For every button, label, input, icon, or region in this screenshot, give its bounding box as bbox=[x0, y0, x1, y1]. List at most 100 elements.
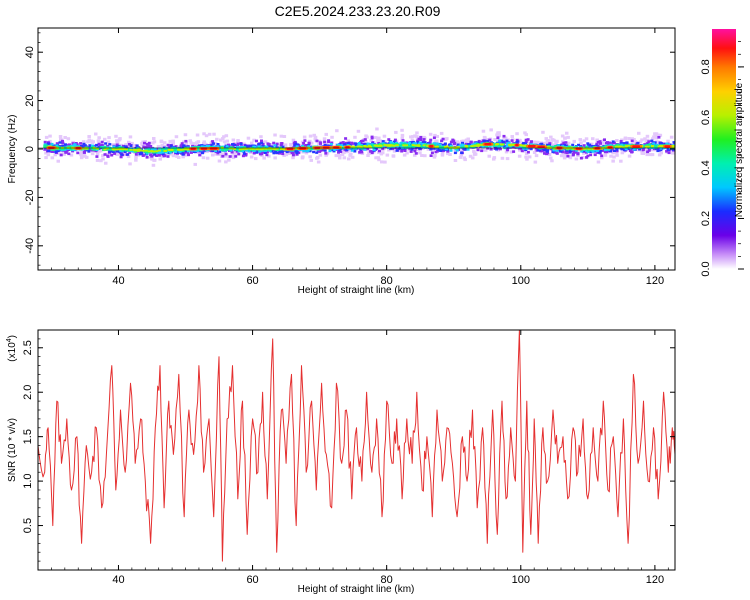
spectrogram-cell bbox=[111, 148, 115, 151]
spectrogram-cell bbox=[152, 150, 156, 153]
spectrogram-cell bbox=[546, 149, 550, 152]
spectrogram-cell bbox=[261, 151, 265, 154]
spectrogram-cell bbox=[155, 154, 159, 157]
spectrogram-cell bbox=[236, 146, 240, 149]
spectrogram-cell bbox=[510, 135, 514, 138]
spectrogram-cell bbox=[95, 158, 100, 162]
spectrogram-cell bbox=[391, 147, 395, 151]
spectrogram-cell bbox=[378, 139, 383, 143]
spectrogram-cell bbox=[318, 153, 323, 157]
spectrogram-cell bbox=[544, 137, 548, 141]
spectrogram-cell bbox=[450, 146, 454, 149]
spectrogram-cell bbox=[671, 144, 675, 147]
spectrogram-cell bbox=[656, 133, 661, 137]
spectrogram-cell bbox=[79, 142, 83, 145]
spectrogram-cell bbox=[103, 153, 107, 156]
spectrogram-cell bbox=[83, 151, 86, 154]
spectrogram-cell bbox=[509, 143, 513, 146]
spectrogram-cell bbox=[193, 162, 197, 166]
spectrogram-cell bbox=[370, 136, 374, 140]
spectrogram-cell bbox=[248, 147, 251, 150]
spectrogram-cell bbox=[236, 144, 239, 148]
spectrogram-cell bbox=[323, 149, 327, 152]
spectrogram-cell bbox=[377, 158, 381, 162]
spectrogram-cell bbox=[571, 143, 575, 147]
spectrogram-cell bbox=[659, 148, 663, 152]
spectrogram-cell bbox=[665, 142, 669, 145]
spectrogram-cell bbox=[295, 150, 299, 153]
spectrogram-cell bbox=[579, 141, 583, 145]
spectrogram-cell bbox=[104, 161, 108, 165]
snr-y-tick-label: 1.0 bbox=[22, 473, 34, 488]
spectrogram-cell bbox=[595, 142, 599, 146]
spectrogram-cell bbox=[215, 137, 219, 141]
spectrogram-cell bbox=[597, 151, 601, 154]
spectrogram-cell bbox=[278, 150, 282, 153]
snr-y-tick-label: 2.5 bbox=[22, 340, 34, 355]
spectrogram-cell bbox=[463, 158, 467, 162]
spectrogram-cell bbox=[582, 144, 586, 147]
spectrogram-cell bbox=[422, 144, 426, 147]
spectrogram-cell bbox=[46, 153, 51, 157]
colorbar-gradient bbox=[712, 29, 736, 269]
spectrogram-cell bbox=[515, 138, 519, 142]
spectrogram-cell bbox=[549, 135, 553, 139]
spectrogram-cell bbox=[377, 151, 381, 154]
spectrogram-cell bbox=[94, 132, 98, 136]
spectrogram-cell bbox=[385, 153, 390, 157]
spectrogram-cell bbox=[452, 146, 456, 149]
spectrogram-cell bbox=[481, 146, 485, 149]
spectrogram-cell bbox=[262, 156, 266, 160]
spectrogram-cell bbox=[252, 138, 256, 142]
spectrogram-cell bbox=[353, 135, 357, 139]
spectrogram-cell bbox=[157, 154, 161, 157]
spectrogram-cell bbox=[511, 143, 515, 146]
spectrogram-cell bbox=[67, 143, 71, 146]
spectrogram-cell bbox=[317, 142, 321, 146]
spectrogram-cell bbox=[106, 155, 110, 158]
spectrogram-cell bbox=[302, 142, 306, 145]
spectrogram-cell bbox=[249, 144, 253, 148]
spectrogram-cell bbox=[281, 152, 285, 156]
spectrogram-cell bbox=[410, 148, 414, 151]
spectrogram-cell bbox=[291, 138, 296, 142]
spectrogram-cell bbox=[241, 148, 244, 151]
spectrogram-cell bbox=[559, 144, 563, 147]
spectrogram-cell bbox=[248, 151, 253, 155]
spectrogram-cell bbox=[588, 143, 592, 146]
spectrogram-cell bbox=[374, 156, 378, 160]
spectrogram-cell bbox=[603, 142, 607, 146]
spectrogram-cell bbox=[121, 144, 125, 148]
spectrogram-cell bbox=[421, 141, 425, 144]
spectrogram-cell bbox=[178, 149, 182, 151]
spectrogram-cell bbox=[260, 152, 264, 156]
spectrogram-cell bbox=[372, 150, 376, 154]
spectrogram-cell bbox=[403, 149, 407, 152]
spectrogram-cell bbox=[58, 135, 63, 138]
spectrogram-cell bbox=[627, 144, 631, 147]
spectrogram-cell bbox=[408, 141, 411, 144]
spectrogram-cell bbox=[564, 151, 568, 154]
spectrogram-cell bbox=[183, 133, 188, 137]
spectrogram-cell bbox=[353, 150, 357, 153]
spectrogram-cell bbox=[508, 145, 512, 148]
spectrogram-cell bbox=[95, 147, 99, 150]
spectrogram-cell bbox=[281, 145, 285, 148]
spectrogram-cell bbox=[582, 139, 586, 143]
spectrogram-cell bbox=[233, 144, 237, 147]
spectrogram-cell bbox=[69, 153, 74, 157]
spectrogram-cell bbox=[90, 152, 95, 156]
spectrogram-cell bbox=[333, 148, 337, 152]
spectrogram-cell bbox=[624, 148, 628, 151]
spectrogram-cell bbox=[429, 138, 433, 142]
spectrogram-cell bbox=[237, 152, 241, 156]
spectrogram-cell bbox=[392, 144, 396, 147]
spectrogram-cell bbox=[560, 134, 565, 138]
spectrogram-cell bbox=[435, 145, 439, 148]
spectrogram-cell bbox=[458, 148, 463, 152]
spectrogram-cell bbox=[189, 151, 193, 154]
spectrogram-y-tick-label: -20 bbox=[24, 189, 36, 205]
spectrogram-cell bbox=[113, 143, 118, 147]
spectrogram-cell bbox=[216, 143, 220, 146]
spectrogram-cell bbox=[62, 147, 66, 150]
